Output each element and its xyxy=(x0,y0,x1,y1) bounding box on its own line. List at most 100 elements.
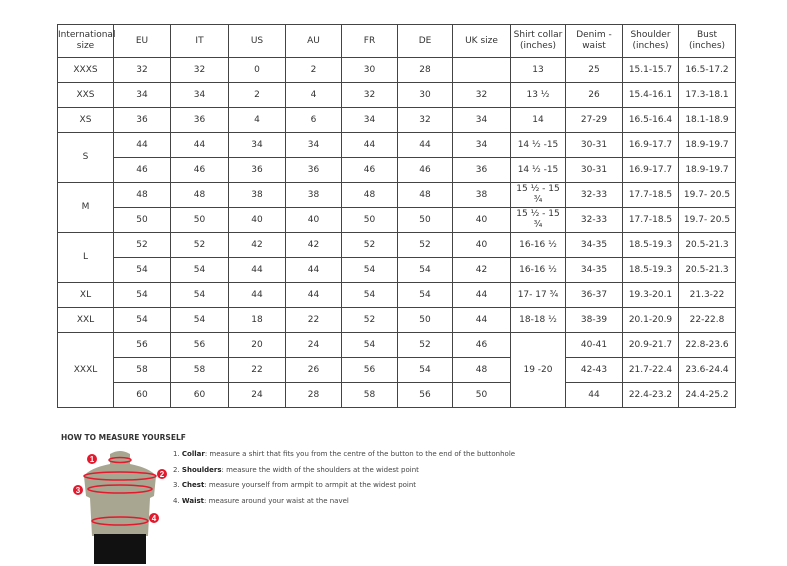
table-cell: 20.9-21.7 xyxy=(622,332,679,358)
table-cell: 44 xyxy=(565,382,623,408)
table-cell: 50 xyxy=(113,207,171,233)
table-cell: 34 xyxy=(452,107,511,133)
table-cell: 48 xyxy=(170,182,229,208)
table-cell: 44 xyxy=(113,132,171,158)
table-cell: 2 xyxy=(285,57,342,83)
table-cell: 38-39 xyxy=(565,307,623,333)
table-cell: 44 xyxy=(170,132,229,158)
table-cell: 60 xyxy=(113,382,171,408)
measure-steps: 1. Collar: measure a shirt that fits you… xyxy=(173,450,515,513)
table-cell: 36-37 xyxy=(565,282,623,308)
table-cell: 54 xyxy=(113,307,171,333)
table-cell: 19.7- 20.5 xyxy=(678,182,736,208)
table-cell: 16-16 ½ xyxy=(510,257,566,283)
table-row: M 48 48 38 38 48 48 38 15 ½ - 15 ¾ 32-33 17.7-18.5… xyxy=(57,182,736,233)
column-header: Bust (inches) xyxy=(678,24,736,58)
column-header: IT xyxy=(170,24,229,58)
marker-2: 2 xyxy=(160,470,165,479)
table-cell: 40-41 xyxy=(565,332,623,358)
table-cell: 16.9-17.7 xyxy=(622,132,679,158)
table-cell: 20.5-21.3 xyxy=(678,232,736,258)
table-cell: 17.3-18.1 xyxy=(678,82,736,108)
table-cell: 20 xyxy=(228,332,286,358)
table-cell: 54 xyxy=(341,332,398,358)
table-cell: L xyxy=(57,232,114,283)
table-cell: 19.7- 20.5 xyxy=(678,207,736,233)
table-cell: 44 xyxy=(452,282,511,308)
table-cell: 54 xyxy=(113,257,171,283)
how-to-measure-title: HOW TO MEASURE YOURSELF xyxy=(61,433,186,442)
table-row: L 52 52 42 42 52 52 40 16-16 ½ 34-35 18.5-19.3 20.5… xyxy=(57,232,736,283)
table-cell: 14 ½ -15 xyxy=(510,132,566,158)
column-header: AU xyxy=(285,24,342,58)
table-cell: 36 xyxy=(228,157,286,183)
table-cell: 32 xyxy=(170,57,229,83)
table-row: XS 36 36 4 6 34 32 34 14 27-29 16.5-16.4 18.1-18.9 xyxy=(57,107,736,133)
table-cell: XXXS xyxy=(57,57,114,83)
table-cell: 52 xyxy=(170,232,229,258)
table-cell: 6 xyxy=(285,107,342,133)
header-row: International size EU IT US AU FR DE UK size Shi… xyxy=(57,24,736,58)
table-row: XXXL 56 56 20 24 54 52 46 19 -20 40-41 20.9-21.7 22… xyxy=(57,332,736,408)
table-cell: 23.6-24.4 xyxy=(678,357,736,383)
table-cell: 40 xyxy=(452,232,511,258)
table-cell: 30-31 xyxy=(565,157,623,183)
column-header: US xyxy=(228,24,286,58)
table-cell: 18.9-19.7 xyxy=(678,157,736,183)
table-cell: 13 ½ xyxy=(510,82,566,108)
table-cell: 54 xyxy=(170,307,229,333)
table-cell: 20.1-20.9 xyxy=(622,307,679,333)
step-chest: 3. Chest: measure yourself from armpit t… xyxy=(173,481,417,490)
table-cell: 18.1-18.9 xyxy=(678,107,736,133)
step-collar: 1. Collar: measure a shirt that fits you… xyxy=(173,450,516,458)
size-chart-table: International size EU IT US AU FR DE UK size Shi… xyxy=(57,24,736,408)
marker-4: 4 xyxy=(152,514,157,523)
table-cell: 46 xyxy=(341,157,398,183)
table-cell: M xyxy=(57,182,114,233)
table-cell: XXXL xyxy=(57,332,114,408)
table-cell: 18.9-19.7 xyxy=(678,132,736,158)
table-cell: 24 xyxy=(285,332,342,358)
table-cell: 15.4-16.1 xyxy=(622,82,679,108)
table-cell: 34 xyxy=(341,107,398,133)
table-cell: 16.5-17.2 xyxy=(678,57,736,83)
table-cell: 50 xyxy=(170,207,229,233)
column-header: EU xyxy=(113,24,171,58)
table-row: 50 50 40 40 50 50 40 15 ½ - 15 ¾ 32-33 17.7-18.5 1… xyxy=(58,207,736,233)
table-cell: 26 xyxy=(285,357,342,383)
table-row: 54 54 44 44 54 54 42 16-16 ½ 34-35 18.5-19.3 20.5-… xyxy=(58,257,736,283)
table-cell: 18.5-19.3 xyxy=(622,232,679,258)
table-row: 58 58 22 26 56 54 48 42-43 21.7-22.4 23.6-24.4 xyxy=(58,357,736,383)
table-cell: 22-22.8 xyxy=(678,307,736,333)
table-cell: 54 xyxy=(341,282,398,308)
table-cell: 28 xyxy=(397,57,453,83)
table-cell: 38 xyxy=(228,182,286,208)
table-cell: 14 xyxy=(510,107,566,133)
table-cell: 19.3-20.1 xyxy=(622,282,679,308)
table-cell: S xyxy=(57,132,114,183)
table-cell: 54 xyxy=(170,282,229,308)
table-cell: 54 xyxy=(397,257,453,283)
table-cell: 32-33 xyxy=(565,182,623,208)
table-cell: 48 xyxy=(397,182,453,208)
table-cell: 34 xyxy=(452,132,511,158)
table-cell: 17.7-18.5 xyxy=(622,207,679,233)
table-cell: 24.4-25.2 xyxy=(678,382,736,408)
table-cell: 48 xyxy=(452,357,511,383)
table-row: XL 54 54 44 44 54 54 44 17- 17 ¾ 36-37 19.3-20.1 21… xyxy=(57,282,736,308)
table-cell: 58 xyxy=(113,357,171,383)
table-cell: 2 xyxy=(228,82,286,108)
table-cell: 40 xyxy=(228,207,286,233)
table-cell: 17- 17 ¾ xyxy=(510,282,566,308)
table-cell: 22.4-23.2 xyxy=(622,382,679,408)
table-cell: 56 xyxy=(397,382,453,408)
table-cell: 48 xyxy=(341,182,398,208)
table-cell: 32-33 xyxy=(565,207,623,233)
table-cell: 13 xyxy=(510,57,566,83)
table-cell: 15.1-15.7 xyxy=(622,57,679,83)
table-cell: 36 xyxy=(113,107,171,133)
table-cell: 46 xyxy=(170,157,229,183)
table-cell: 34 xyxy=(170,82,229,108)
table-cell: 50 xyxy=(341,207,398,233)
table-cell: 50 xyxy=(397,307,453,333)
